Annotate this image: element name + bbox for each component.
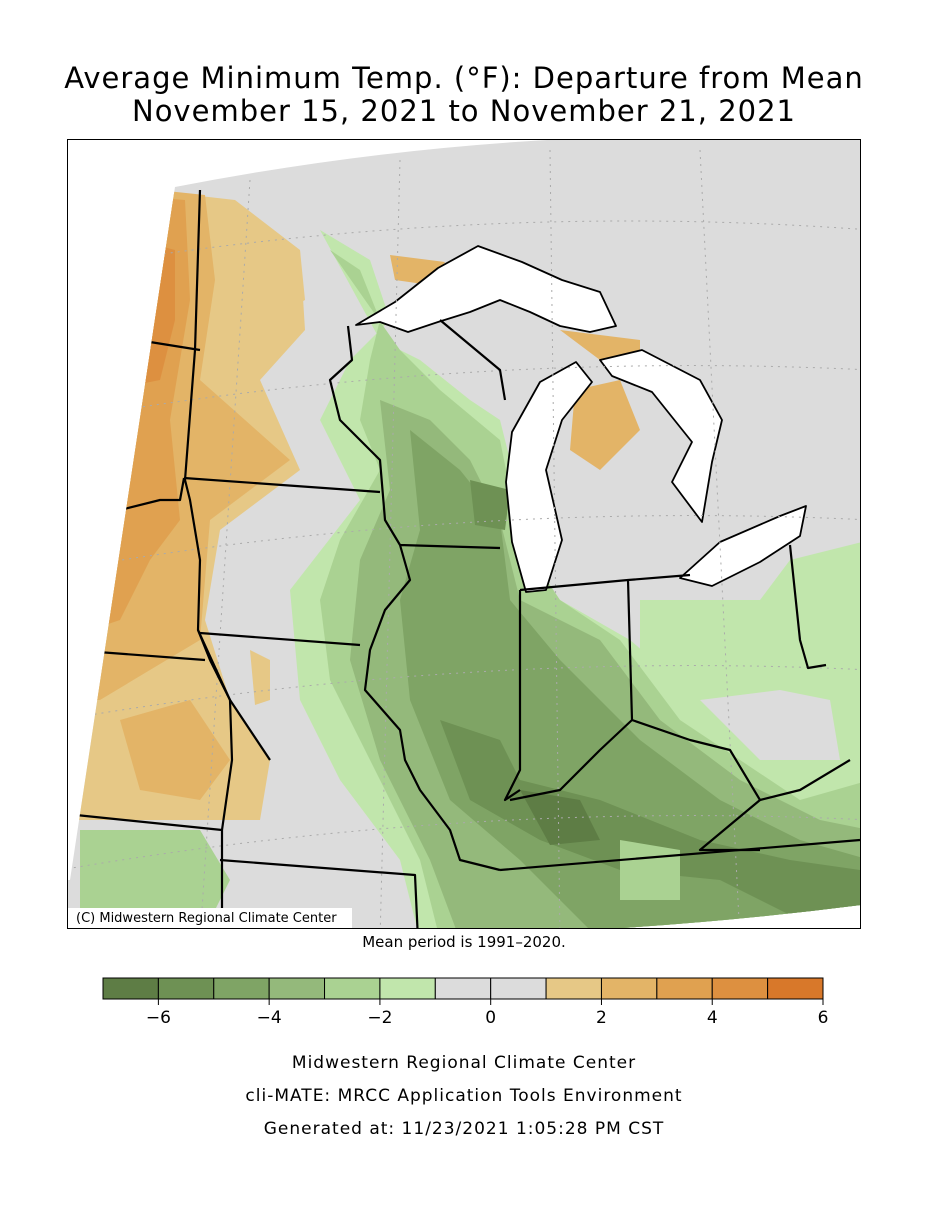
colorbar-tick-label: 2 [596,1008,607,1028]
colorbar-tick-label: −6 [146,1008,171,1028]
colorbar-bin [157,977,215,1000]
colorbar-bin [767,977,824,1000]
colorbar-bin [711,977,769,1000]
colorbar-bin [324,977,381,1000]
colorbar-bin [545,977,602,1000]
colorbar-tick-label: 0 [485,1008,496,1028]
colorbar-bin [600,977,658,1000]
colorbar-tick-label: −2 [367,1008,392,1028]
footer-line-2: cli-MATE: MRCC Application Tools Environ… [245,1086,682,1106]
map: (C) Midwestern Regional Climate Center [67,139,861,929]
lake-michigan [505,361,593,593]
footer-line-1: Midwestern Regional Climate Center [292,1053,636,1073]
title-line-1: Average Minimum Temp. (°F): Departure fr… [64,61,864,95]
colorbar-bin [213,977,270,1000]
mean-period-note: Mean period is 1991–2020. [362,933,566,951]
colorbar-bin [656,977,713,1000]
colorbar-tick-label: −4 [257,1008,282,1028]
colorbar-bin [102,977,159,1000]
colorbar-bin [379,977,436,1000]
lake-huron [599,349,723,523]
colorbar-bin [434,977,492,1000]
colorbar-bin [268,977,326,1000]
shading [67,139,861,929]
colorbar: −6 −4 −2 0 2 4 6 [102,977,829,1028]
colorbar-tick-label: 6 [818,1008,829,1028]
footer-line-3: Generated at: 11/23/2021 1:05:28 PM CST [264,1119,665,1139]
lake-superior [355,245,617,333]
title-line-2: November 15, 2021 to November 21, 2021 [132,94,796,128]
lake-erie [679,505,807,587]
colorbar-bin [490,977,547,1000]
colorbar-tick-label: 4 [707,1008,718,1028]
copyright: (C) Midwestern Regional Climate Center [76,911,337,926]
